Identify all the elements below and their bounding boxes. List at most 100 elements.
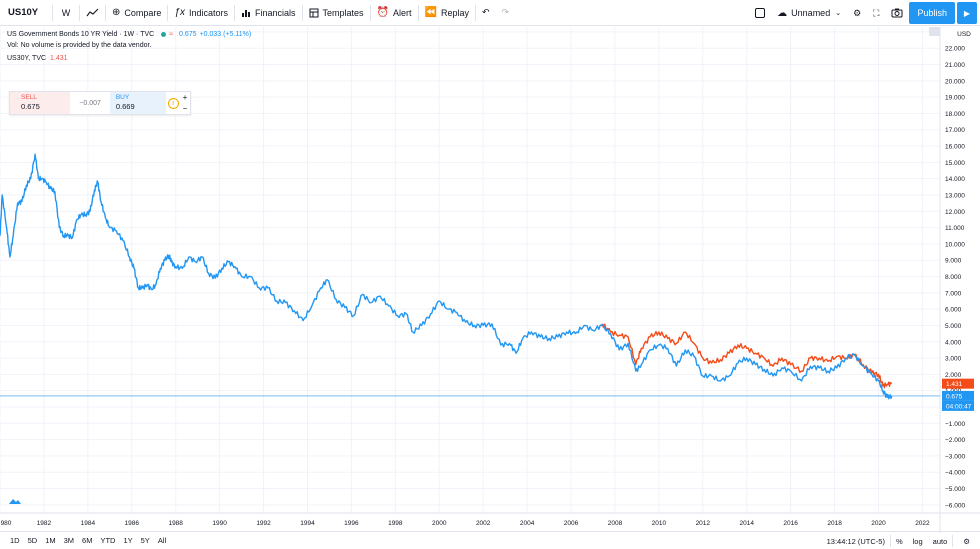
templates-label: Templates bbox=[323, 8, 364, 18]
buy-price: 0.669 bbox=[116, 102, 166, 112]
plus-circle-icon: ⊕ bbox=[112, 7, 120, 18]
alarm-clock-icon: ⏰ bbox=[377, 7, 389, 18]
buy-label: BUY bbox=[116, 94, 166, 102]
series-title: US Government Bonds 10 YR Yield · 1W · T… bbox=[7, 29, 154, 40]
undo-button[interactable]: ↶ bbox=[476, 0, 496, 26]
y-tick-label: 10.000 bbox=[945, 241, 965, 248]
main-series-legend[interactable]: US Government Bonds 10 YR Yield · 1W · T… bbox=[7, 29, 251, 40]
compare-series-legend[interactable]: US30Y, TVC 1.431 bbox=[7, 53, 251, 64]
y-tick-label: 19.000 bbox=[945, 95, 965, 102]
y-tick-label: 12.000 bbox=[945, 209, 965, 216]
x-tick-label: 2010 bbox=[652, 520, 667, 527]
y-tick-label: 21.000 bbox=[945, 62, 965, 69]
indicators-button[interactable]: ƒx Indicators bbox=[168, 0, 234, 26]
y-tick-label: 3.000 bbox=[945, 356, 962, 363]
svg-text:1.431: 1.431 bbox=[946, 381, 963, 388]
bar-chart-icon bbox=[241, 8, 251, 18]
buy-button[interactable]: BUY 0.669 bbox=[110, 92, 166, 114]
spread-value: −0.007 bbox=[70, 92, 109, 114]
y-tick-label: 7.000 bbox=[945, 290, 962, 297]
select-toggle[interactable] bbox=[749, 0, 771, 26]
range-ytd[interactable]: YTD bbox=[96, 536, 119, 545]
y-tick-label: −1.000 bbox=[945, 421, 965, 428]
y-tick-label: 17.000 bbox=[945, 127, 965, 134]
alert-label: Alert bbox=[393, 8, 412, 18]
publish-video-button[interactable]: ▶ bbox=[957, 2, 977, 24]
x-tick-label: 2006 bbox=[564, 520, 579, 527]
alert-button[interactable]: ⏰ Alert bbox=[371, 0, 418, 26]
y-tick-label: 4.000 bbox=[945, 339, 962, 346]
info-button[interactable]: i bbox=[166, 92, 180, 114]
range-1m[interactable]: 1M bbox=[41, 536, 59, 545]
log-toggle[interactable]: log bbox=[908, 537, 928, 546]
financials-button[interactable]: Financials bbox=[235, 0, 302, 26]
svg-text:0.675: 0.675 bbox=[946, 393, 963, 400]
chart-style-button[interactable] bbox=[80, 0, 105, 26]
x-tick-label: 1996 bbox=[344, 520, 359, 527]
svg-text:04:00:47: 04:00:47 bbox=[946, 403, 972, 410]
sell-button[interactable]: SELL 0.675 bbox=[10, 92, 70, 114]
top-toolbar: US10Y W ⊕ Compare ƒx Indicators Financia… bbox=[0, 0, 980, 26]
range-1y[interactable]: 1Y bbox=[119, 536, 136, 545]
snapshot-button[interactable] bbox=[885, 0, 909, 26]
x-tick-label: 2012 bbox=[696, 520, 711, 527]
redo-icon: ↷ bbox=[502, 7, 510, 18]
series-value: 0.675 bbox=[179, 29, 197, 40]
camera-icon bbox=[891, 8, 903, 18]
info-icon: i bbox=[168, 98, 179, 109]
layout-button[interactable]: ☁ Unnamed ⌄ bbox=[771, 0, 847, 26]
x-tick-label: 2014 bbox=[739, 520, 754, 527]
range-3m[interactable]: 3M bbox=[60, 536, 78, 545]
y-tick-label: 14.000 bbox=[945, 176, 965, 183]
rewind-icon: ⏪ bbox=[425, 7, 437, 18]
x-tick-label: 2004 bbox=[520, 520, 535, 527]
play-icon: ▶ bbox=[964, 9, 970, 18]
x-tick-label: 1990 bbox=[212, 520, 227, 527]
range-all[interactable]: All bbox=[154, 536, 170, 545]
function-icon: ƒx bbox=[174, 7, 185, 18]
x-tick-label: 1982 bbox=[37, 520, 52, 527]
y-tick-label: 2.000 bbox=[945, 372, 962, 379]
cloud-icon: ☁ bbox=[777, 8, 787, 19]
clock[interactable]: 13:44:12 (UTC-5) bbox=[822, 537, 890, 546]
increase-button[interactable]: + bbox=[180, 92, 190, 103]
auto-toggle[interactable]: auto bbox=[928, 537, 953, 546]
y-tick-label: 13.000 bbox=[945, 192, 965, 199]
fullscreen-button[interactable]: ⛶ bbox=[867, 0, 885, 26]
replay-button[interactable]: ⏪ Replay bbox=[419, 0, 475, 26]
publish-button[interactable]: Publish bbox=[909, 2, 955, 24]
replay-label: Replay bbox=[441, 8, 469, 18]
templates-button[interactable]: Templates bbox=[303, 0, 370, 26]
compare-symbol: US30Y, TVC bbox=[7, 53, 46, 64]
x-tick-label: 2002 bbox=[476, 520, 491, 527]
market-status-icon bbox=[161, 32, 166, 37]
compare-button[interactable]: ⊕ Compare bbox=[106, 0, 167, 26]
range-1d[interactable]: 1D bbox=[6, 536, 24, 545]
range-5y[interactable]: 5Y bbox=[137, 536, 154, 545]
chart-settings-button[interactable]: ⚙ bbox=[953, 537, 980, 546]
interval-button[interactable]: W bbox=[53, 0, 79, 26]
redo-button[interactable]: ↷ bbox=[496, 0, 516, 26]
symbol-search-button[interactable]: US10Y bbox=[0, 0, 52, 26]
y-tick-label: 22.000 bbox=[945, 46, 965, 53]
y-tick-label: 6.000 bbox=[945, 307, 962, 314]
x-tick-label: 980 bbox=[1, 520, 12, 527]
tradingview-logo-icon[interactable] bbox=[8, 497, 22, 505]
volume-note: Vol: No volume is provided by the data v… bbox=[7, 40, 251, 51]
us10y-price-label: 0.675 bbox=[942, 391, 974, 401]
sell-price: 0.675 bbox=[21, 102, 70, 112]
decrease-button[interactable]: − bbox=[180, 103, 190, 114]
financials-label: Financials bbox=[255, 8, 296, 18]
x-tick-label: 2020 bbox=[871, 520, 886, 527]
x-tick-label: 2000 bbox=[432, 520, 447, 527]
gear-icon: ⚙ bbox=[853, 8, 861, 19]
x-tick-label: 1994 bbox=[300, 520, 315, 527]
compare-label: Compare bbox=[124, 8, 161, 18]
templates-icon bbox=[309, 8, 319, 18]
settings-button[interactable]: ⚙ bbox=[847, 0, 867, 26]
chart-legend: US Government Bonds 10 YR Yield · 1W · T… bbox=[7, 29, 251, 64]
range-5d[interactable]: 5D bbox=[24, 536, 42, 545]
range-6m[interactable]: 6M bbox=[78, 536, 96, 545]
percent-toggle[interactable]: % bbox=[891, 537, 908, 546]
